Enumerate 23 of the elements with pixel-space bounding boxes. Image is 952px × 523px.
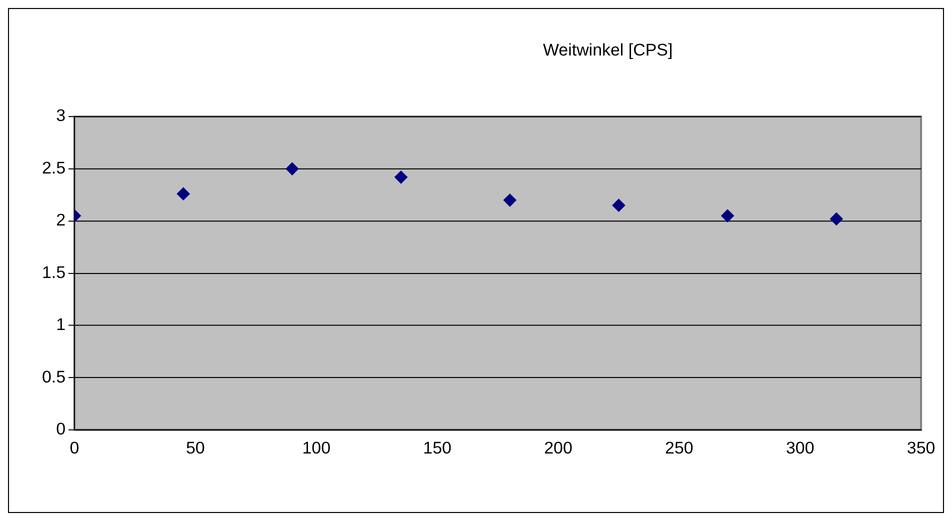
point (394, 170, 408, 184)
point (176, 187, 190, 200)
chart-title: Weitwinkel [CPS] (542, 40, 673, 60)
y-tick-label: 0.5 (42, 367, 66, 386)
x-tick-label: 300 (786, 438, 814, 458)
x-tick-label: 50 (186, 438, 205, 458)
x-tick-label: 350 (906, 438, 936, 458)
x-tick-label: 200 (544, 438, 572, 458)
point (503, 194, 516, 207)
y-tick-label: 3 (56, 106, 66, 126)
y-tick-label: 1.5 (42, 262, 66, 282)
x-tick-label: 0 (70, 438, 80, 458)
x-tick-label: 250 (665, 438, 694, 458)
point (612, 198, 626, 212)
x-tick-label: 100 (302, 438, 331, 458)
y-tick-label: 2.5 (42, 158, 66, 178)
point (830, 212, 843, 226)
x-tick-label: 150 (423, 438, 452, 458)
y-tick-label: 0 (56, 420, 66, 439)
point (721, 209, 734, 222)
y-tick-label: 2 (56, 210, 66, 230)
y-tick-label: 1 (56, 315, 66, 334)
point (286, 162, 299, 176)
